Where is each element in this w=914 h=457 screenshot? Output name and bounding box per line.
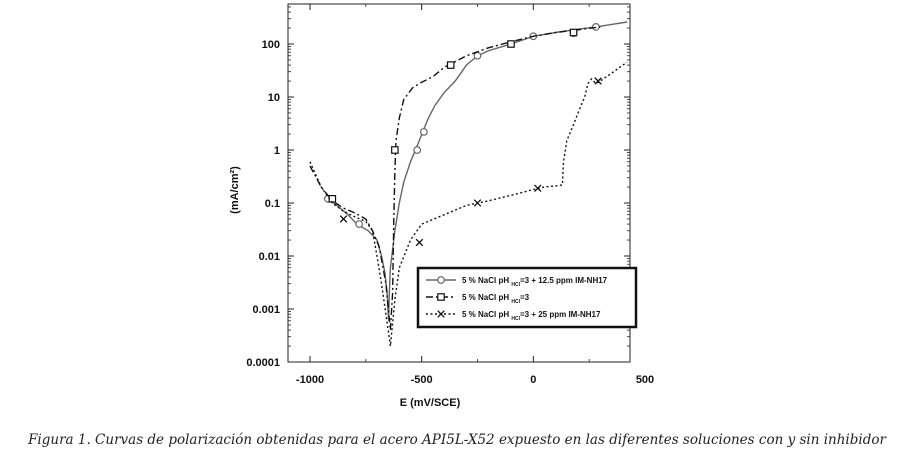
data-point: [534, 184, 542, 192]
data-point: [569, 28, 578, 37]
x-axis-label: E (mV/SCE): [400, 397, 461, 409]
y-axis-label: (mA/cm²): [229, 166, 241, 214]
legend-label: 5 % NaCl pH HCl=3 + 12.5 ppm IM-NH17: [462, 276, 608, 288]
data-point: [413, 146, 422, 154]
data-point: [415, 238, 424, 247]
data-point: [473, 199, 482, 207]
legend-marker: [437, 293, 445, 301]
data-point: [339, 215, 348, 223]
legend-label: 5 % NaCl pH HCl=3 + 25 ppm IM-NH17: [462, 310, 601, 322]
y-tick-label: 0.01: [259, 251, 280, 263]
y-tick-label: 0.0001: [246, 357, 280, 369]
x-tick-label: -500: [411, 374, 433, 386]
y-tick-label: 100: [262, 39, 280, 51]
legend-entry: 5 % NaCl pH HCl=3 + 12.5 ppm IM-NH17: [426, 276, 608, 288]
x-tick-label: 0: [530, 374, 536, 386]
legend: 5 % NaCl pH HCl=3 + 12.5 ppm IM-NH17 5 % …: [416, 266, 638, 329]
x-tick-label: -1000: [296, 374, 324, 386]
data-point: [446, 61, 455, 69]
legend-box: [416, 266, 638, 329]
legend-entry: 5 % NaCl pH HCl=3 + 25 ppm IM-NH17: [426, 310, 601, 322]
legend-marker: [437, 276, 445, 284]
y-tick-label: 0.001: [252, 304, 280, 316]
series-line: [309, 61, 628, 347]
data-point: [420, 127, 428, 136]
y-tick-label: 10: [268, 92, 280, 104]
data-point: [391, 146, 399, 154]
figure-caption: Figura 1. Curvas de polarización obtenid…: [28, 432, 886, 448]
series-line: [309, 26, 601, 331]
axis-text: 100 10 1 0.1 0.01 0.001 0.0001 -1000 -500 0 500 E (…: [229, 39, 654, 409]
legend-marker: [437, 310, 445, 318]
data-point: [355, 220, 364, 228]
polarization-chart: 5 % NaCl pH HCl=3 + 12.5 ppm IM-NH17 5 % …: [229, 3, 654, 409]
data-point: [594, 77, 602, 85]
plot-frame: [287, 3, 631, 363]
series-2: [309, 26, 601, 331]
legend-label: 5 % NaCl pH HCl=3: [462, 293, 530, 305]
legend-entry: 5 % NaCl pH HCl=3: [426, 293, 530, 305]
y-tick-label: 0.1: [265, 198, 280, 210]
series-3: [309, 61, 628, 347]
y-tick-label: 1: [274, 145, 280, 157]
data-point: [507, 40, 515, 48]
x-tick-label: 500: [636, 374, 654, 386]
series-layer: [309, 21, 628, 347]
data-point: [473, 51, 482, 60]
